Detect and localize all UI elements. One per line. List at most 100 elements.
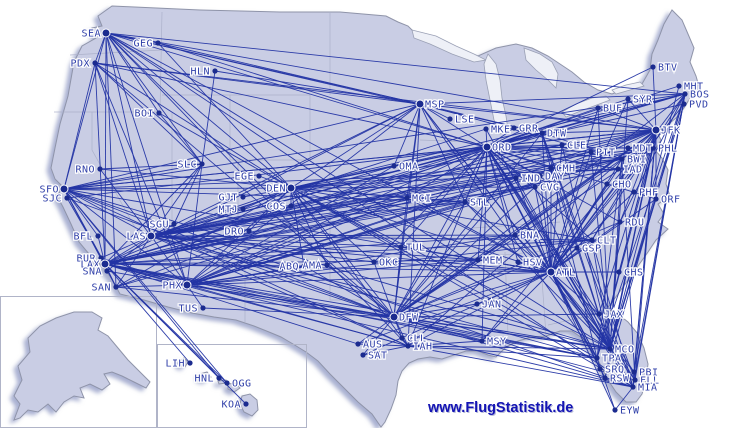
route-GEG-MSP [157, 42, 421, 105]
airport-label-MTJ: MTJ [218, 205, 238, 216]
airport-label-JFK: JFK [661, 126, 681, 137]
route-SFO-BOS [63, 93, 686, 190]
airport-dot-GEG [155, 40, 161, 46]
airport-label-KOA: KOA [221, 400, 241, 411]
route-LAS-STL [150, 201, 466, 237]
route-IAH-MSY [407, 340, 483, 347]
airport-dot-PDX [92, 60, 98, 66]
route-CLT-JFK [591, 129, 657, 241]
route-LAS-OKC [150, 235, 375, 263]
airport-dot-DEN [286, 183, 296, 193]
route-SFO-MSP [63, 103, 421, 190]
airport-dot-CLT [589, 237, 595, 243]
airport-dot-CMH [548, 165, 554, 171]
route-PHX-ORD [186, 146, 488, 286]
airport-dot-BTV [650, 64, 656, 70]
airport-label-CHS: CHS [624, 268, 644, 279]
airport-label-DTW: DTW [547, 129, 567, 140]
airport-dot-BOS [682, 91, 688, 97]
airport-dot-HNL [216, 375, 222, 381]
route-TPA-BOS [596, 93, 686, 359]
route-LAS-BNA [150, 234, 516, 237]
route-SYR-JFK [627, 98, 657, 131]
route-LAX-KOA [104, 263, 247, 405]
route-BFL-SFO [63, 188, 99, 237]
airport-label-SNA: SNA [82, 267, 102, 278]
airport-dot-LAX [100, 259, 110, 269]
airport-label-CLE: CLE [567, 141, 587, 152]
airport-dot-IAD [615, 166, 621, 172]
airport-label-ABQ: ABQ [279, 262, 299, 273]
airport-label-CLT: CLT [597, 236, 617, 247]
route-DEN-BOS [290, 93, 686, 189]
route-DTW-MIA [541, 132, 634, 388]
airport-dot-HSV [515, 259, 521, 265]
route-MSP-BOS [419, 93, 686, 105]
route-JAX-JFK [598, 129, 657, 315]
airport-dot-GSP [574, 245, 580, 251]
route-TUL-DFW [393, 246, 402, 318]
route-ORD-MDT [486, 146, 629, 149]
airport-dot-SEA [101, 28, 111, 38]
airport-dot-TUS [200, 305, 206, 311]
route-ATL-EYW [550, 271, 616, 411]
route-MSP-DTW [419, 103, 543, 134]
route-SAN-DFW [115, 286, 395, 318]
airport-label-MHT: MHT [684, 82, 704, 93]
route-DEN-PHL [290, 147, 654, 189]
airport-dot-CVG [532, 184, 538, 190]
airport-label-OMA: OMA [399, 162, 419, 173]
airport-label-AMA: AMA [302, 261, 322, 272]
airport-label-BOI: BOI [134, 109, 154, 120]
airport-label-PVD: PVD [689, 100, 709, 111]
route-IAH-TPA [407, 345, 598, 359]
airport-dot-SFO [59, 184, 69, 194]
airport-label-BUF: BUF [603, 104, 623, 115]
route-ATL-AUS [357, 271, 552, 345]
airport-label-MDT: MDT [633, 144, 653, 155]
route-OKC-DFW [373, 261, 395, 318]
route-DFW-MIA [393, 316, 634, 388]
airport-label-BNA: BNA [520, 231, 540, 242]
route-SEA-PDX [94, 32, 107, 64]
route-MSP-STL [419, 103, 466, 203]
airport-dot-JAN [474, 301, 480, 307]
airport-label-SYR: SYR [633, 95, 653, 106]
airport-dot-IAH [405, 343, 411, 349]
route-IND-ATL [515, 177, 552, 273]
airport-label-SRQ: SRQ [605, 365, 625, 376]
route-DEN-JFK [290, 129, 657, 189]
airport-dot-PIT [588, 149, 594, 155]
route-LAX-LIH [104, 263, 191, 364]
route-ORD-IAD [486, 146, 619, 170]
route-ATL-JAX [550, 271, 600, 315]
route-PDX-DEN [94, 62, 292, 189]
route-GEG-DEN [157, 42, 292, 189]
airport-label-PIT: PIT [596, 148, 616, 159]
watermark-url: www.FlugStatistik.de [428, 400, 574, 416]
route-STL-MCO [464, 201, 611, 350]
airport-label-MSP: MSP [425, 100, 445, 111]
airport-dot-DRO [246, 228, 252, 234]
route-RDU-BOS [619, 93, 686, 223]
airport-dot-PHF [631, 189, 637, 195]
route-ATL-BOS [550, 93, 686, 273]
route-DFW-JAN [393, 303, 478, 318]
airport-label-MSY: MSY [487, 337, 507, 348]
route-LAX-MCO [104, 263, 611, 350]
route-DFW-FLL [393, 316, 636, 381]
airport-dots-layer [59, 28, 688, 413]
airport-label-OKC: OKC [379, 258, 399, 269]
airport-dot-SYR [625, 96, 631, 102]
route-MSY-ORD [481, 146, 488, 342]
airport-dot-PHL [650, 145, 656, 151]
route-MSP-BWI [419, 103, 623, 160]
airport-dot-FLL [632, 377, 638, 383]
route-DEN-IAH [290, 187, 409, 347]
airport-label-DRO: DRO [224, 227, 244, 238]
airport-dot-EGE [256, 173, 262, 179]
airport-label-MCO: MCO [615, 345, 635, 356]
route-LAS-DEN [150, 187, 292, 237]
